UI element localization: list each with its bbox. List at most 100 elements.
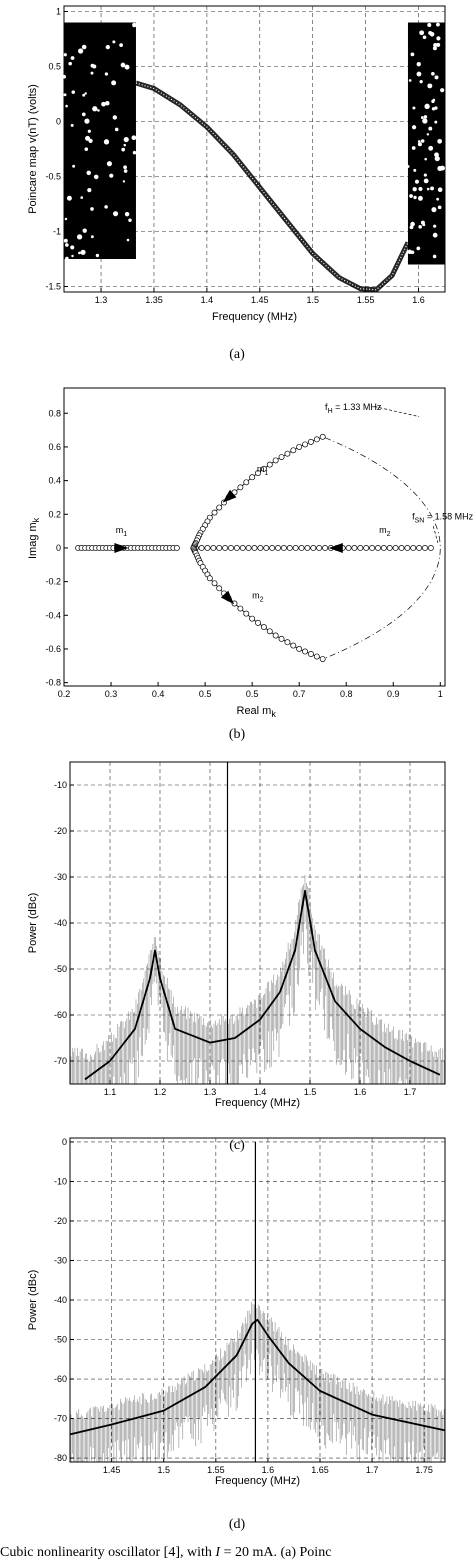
b-eigen-marker-m1 xyxy=(266,461,273,468)
a-band-speck xyxy=(431,207,437,213)
a-band-speck xyxy=(434,155,440,162)
a-band-speck xyxy=(123,169,128,173)
d-y-tick-label: -10 xyxy=(54,1176,67,1186)
c-y-tick-label: -70 xyxy=(54,1056,67,1066)
a-y-tick-label: -0.5 xyxy=(45,172,61,182)
a-band-speck xyxy=(90,207,94,211)
a-band-speck xyxy=(80,196,84,199)
b-eigen-marker-m2 xyxy=(222,544,229,551)
a-band-speck xyxy=(87,129,91,133)
d-y-tick-label: -60 xyxy=(54,1374,67,1384)
a-band-speck xyxy=(420,139,425,143)
b-eigen-marker-m2 xyxy=(386,544,393,551)
a-band-speck xyxy=(72,164,76,168)
c-y-axis-label: Power (dBc) xyxy=(27,893,39,954)
c-spectrum-envelope xyxy=(84,889,441,1081)
a-band-speck xyxy=(419,79,423,84)
b-annotation: fH = 1.33 MHz xyxy=(325,402,382,415)
a-band-speck xyxy=(432,232,438,238)
a-band-speck xyxy=(422,35,427,40)
b-eigen-marker-m2 xyxy=(284,639,291,646)
b-x-tick-label: 0.8 xyxy=(340,689,353,699)
a-band-speck xyxy=(428,145,434,151)
b-direction-arrow xyxy=(114,542,129,553)
b-x-axis-label: Real mk xyxy=(237,705,277,719)
b-y-tick-label: -0.6 xyxy=(45,644,61,654)
b-eigen-marker-m1 xyxy=(211,509,218,516)
b-x-tick-label: 0.2 xyxy=(58,689,71,699)
b-eigen-marker-m1 xyxy=(260,465,267,472)
b-eigen-marker-m2 xyxy=(257,544,264,551)
b-eigen-marker-m2 xyxy=(211,580,218,587)
b-eigen-marker-m2 xyxy=(290,642,297,649)
c-x-tick-label: 1.4 xyxy=(254,1087,267,1097)
b-eigen-marker-m1 xyxy=(307,438,314,445)
d-x-tick-label: 1.7 xyxy=(366,1465,379,1475)
b-unit-circle-arc xyxy=(324,437,441,659)
a-band-speck xyxy=(93,174,99,180)
b-y-tick-label: 0.8 xyxy=(48,408,61,418)
a-band-speck xyxy=(105,100,110,106)
b-eigen-marker-m2 xyxy=(313,653,320,660)
a-band-speck xyxy=(431,71,435,76)
a-band-speck xyxy=(429,31,435,37)
a-band-speck xyxy=(417,142,422,147)
b-eigen-marker-m2 xyxy=(280,544,287,551)
a-band-speck xyxy=(416,71,422,77)
b-annotation: fSN = 1.58 MHz xyxy=(412,511,474,524)
d-y-tick-label: -20 xyxy=(54,1216,67,1226)
a-band-speck xyxy=(101,101,106,107)
c-x-tick-label: 1.3 xyxy=(204,1087,217,1097)
c-y-tick-label: -60 xyxy=(54,1010,67,1020)
b-eigen-marker-m1 xyxy=(284,450,291,457)
a-band-speck xyxy=(86,170,91,176)
b-eigen-marker-m2 xyxy=(292,544,299,551)
c-y-tick-label: -20 xyxy=(54,826,67,836)
a-band-speck xyxy=(68,61,72,66)
a-band-speck xyxy=(406,165,410,168)
a-band-speck xyxy=(132,22,137,28)
b-fh-pointer xyxy=(374,406,420,417)
a-band-speck xyxy=(437,165,443,171)
d-spectrum-envelope xyxy=(69,1318,446,1436)
a-band-speck xyxy=(103,139,110,145)
b-eigen-marker-m1 xyxy=(290,447,297,454)
b-eigen-marker-m2 xyxy=(302,648,309,655)
a-band-speck xyxy=(431,107,436,111)
a-band-speck xyxy=(71,254,74,258)
d-x-tick-label: 1.55 xyxy=(207,1465,225,1475)
b-eigen-marker-m2 xyxy=(357,544,364,551)
a-y-tick-label: -1.5 xyxy=(45,282,61,292)
a-band-speck xyxy=(65,104,68,108)
b-y-tick-label: 0 xyxy=(56,543,61,553)
a-band-speck xyxy=(80,249,86,255)
a-band-speck xyxy=(82,93,86,97)
a-band-speck xyxy=(126,238,130,242)
a-x-tick-label: 1.5 xyxy=(306,295,319,305)
b-eigen-marker-m2 xyxy=(239,544,246,551)
b-eigen-marker-m2 xyxy=(269,544,276,551)
a-band-speck xyxy=(440,88,445,93)
d-y-tick-label: -50 xyxy=(54,1335,67,1345)
a-y-tick-label: 0.5 xyxy=(48,62,61,72)
b-locus-m1 xyxy=(192,436,323,549)
a-band-speck xyxy=(85,135,91,141)
a-band-speck xyxy=(422,118,428,124)
a-band-speck xyxy=(409,194,413,198)
b-eigen-marker-m1 xyxy=(319,433,326,440)
panel-label-a: (a) xyxy=(229,347,245,362)
a-band-speck xyxy=(112,115,118,120)
b-x-tick-label: 0.9 xyxy=(387,689,400,699)
b-eigen-marker-m2 xyxy=(316,544,323,551)
a-band-speck xyxy=(424,103,430,110)
a-band-speck xyxy=(97,109,100,112)
a-band-speck xyxy=(70,123,74,127)
c-x-tick-label: 1.1 xyxy=(104,1087,117,1097)
a-band-speck xyxy=(81,112,86,117)
a-band-speck xyxy=(63,238,68,243)
b-annotation: m1 xyxy=(257,464,269,477)
a-x-tick-label: 1.55 xyxy=(357,295,375,305)
a-band-speck xyxy=(92,64,97,69)
a-band-speck xyxy=(82,228,87,233)
c-x-tick-label: 1.7 xyxy=(404,1087,417,1097)
